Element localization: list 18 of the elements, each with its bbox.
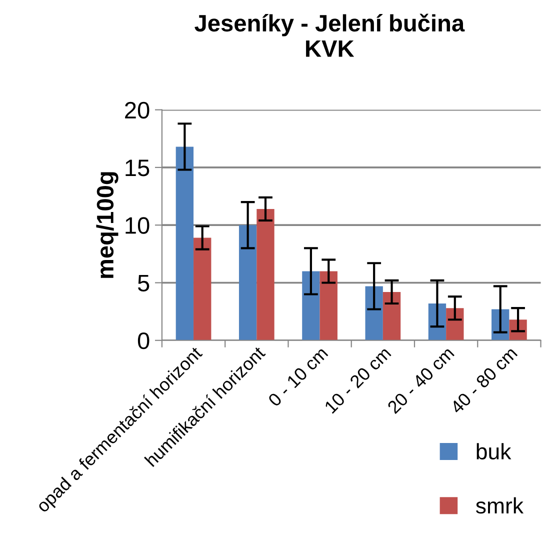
bar (194, 238, 212, 340)
legend-label: buk (476, 443, 512, 460)
bar (446, 308, 464, 340)
y-tick-label: 20 (125, 102, 150, 119)
y-tick-label: 5 (138, 275, 150, 292)
bar (176, 146, 194, 340)
bar (382, 292, 401, 340)
bar (320, 271, 338, 340)
chart-title: Jeseníky - Jelení bučina KVK (194, 14, 465, 57)
legend-label: smrk (476, 497, 524, 514)
bar (238, 225, 257, 340)
y-tick-label: 10 (126, 217, 150, 234)
y-axis-title: meq/100g (96, 172, 118, 278)
bar (256, 208, 274, 340)
bar (302, 271, 320, 340)
y-tick-label: 15 (126, 160, 150, 176)
y-tick-label: 0 (138, 332, 150, 350)
bar (365, 286, 383, 340)
